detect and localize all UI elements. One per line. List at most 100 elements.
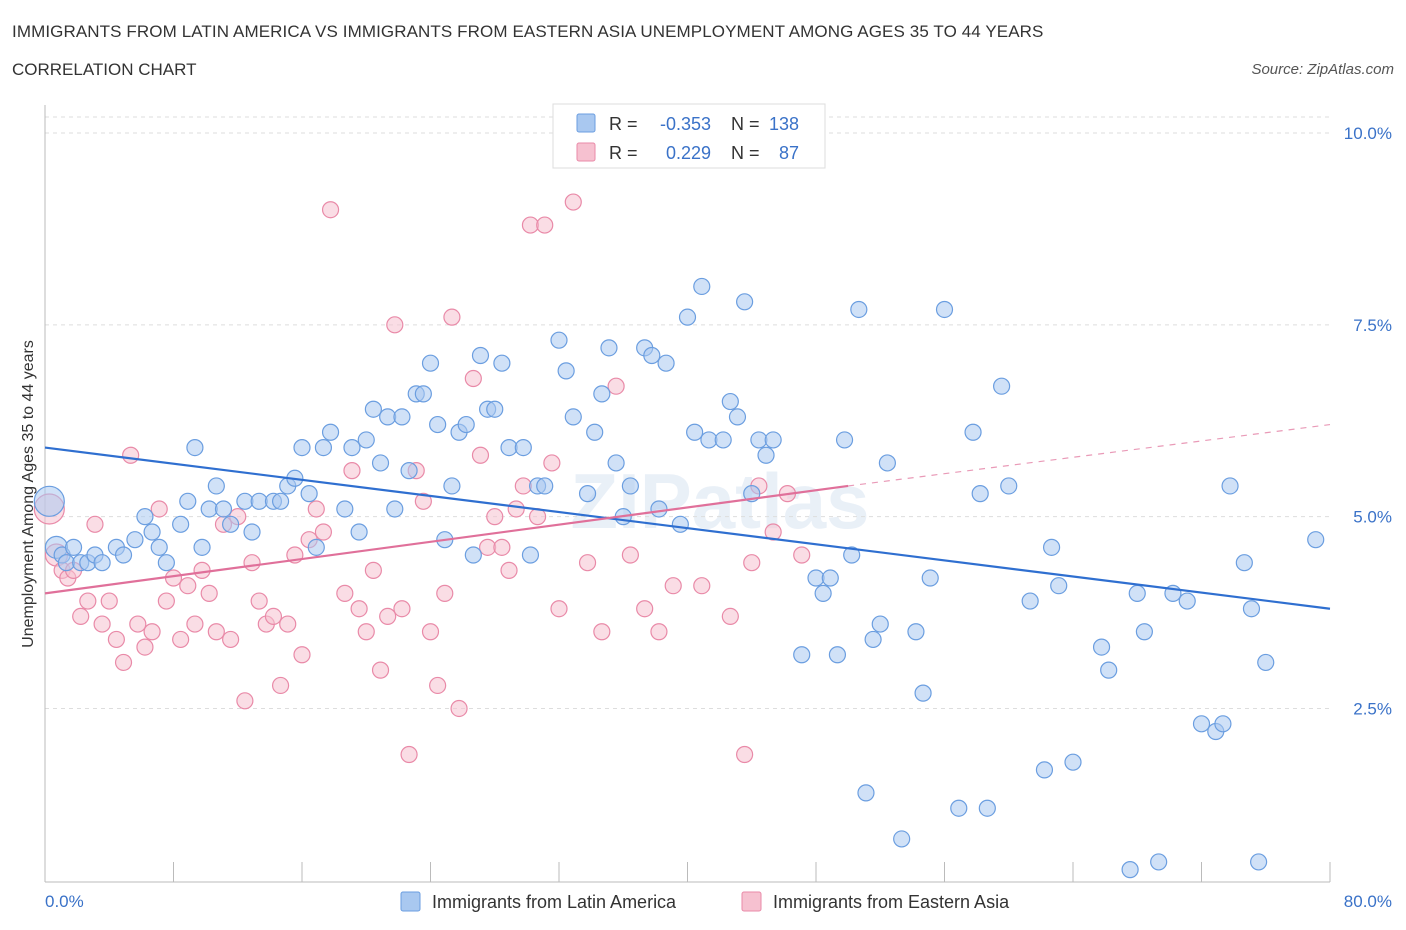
point-latin-america xyxy=(907,623,925,641)
point-latin-america xyxy=(464,546,482,564)
point-latin-america xyxy=(686,423,704,441)
point-eastern-asia xyxy=(450,699,468,718)
point-eastern-asia xyxy=(521,216,540,234)
point-latin-america xyxy=(457,415,475,434)
point-latin-america xyxy=(357,431,375,449)
point-latin-america xyxy=(179,492,197,510)
point-eastern-asia xyxy=(743,554,761,572)
point-eastern-asia xyxy=(114,653,133,672)
point-latin-america xyxy=(157,554,175,572)
point-latin-america xyxy=(1250,853,1268,871)
point-latin-america xyxy=(950,799,968,817)
point-eastern-asia xyxy=(421,623,440,641)
point-latin-america xyxy=(586,423,604,441)
point-latin-america xyxy=(314,438,333,457)
point-eastern-asia xyxy=(264,607,283,625)
point-latin-america xyxy=(293,438,311,457)
y-tick-label: 2.5% xyxy=(1353,699,1392,718)
point-latin-america xyxy=(578,485,597,503)
point-latin-america xyxy=(1307,531,1325,549)
point-latin-america xyxy=(807,569,825,587)
point-latin-america xyxy=(1042,538,1061,556)
point-latin-america xyxy=(126,531,144,549)
point-latin-america xyxy=(678,308,697,326)
point-latin-america xyxy=(993,377,1011,395)
point-latin-america xyxy=(1221,477,1239,495)
stats-legend-box xyxy=(552,103,826,169)
point-latin-america xyxy=(64,538,83,556)
point-latin-america xyxy=(721,392,739,411)
point-eastern-asia xyxy=(550,600,568,618)
point-latin-america xyxy=(536,477,554,495)
point-latin-america xyxy=(193,538,211,556)
point-latin-america xyxy=(33,485,65,517)
point-eastern-asia xyxy=(200,584,218,602)
point-eastern-asia xyxy=(157,592,175,610)
point-eastern-asia xyxy=(279,615,297,633)
point-latin-america xyxy=(486,400,504,418)
trend-line-latin-america xyxy=(44,446,1331,610)
point-latin-america xyxy=(1214,715,1232,733)
point-latin-america xyxy=(564,408,582,426)
point-latin-america xyxy=(200,500,218,518)
point-eastern-asia xyxy=(136,638,154,656)
point-eastern-asia xyxy=(400,745,418,764)
point-latin-america xyxy=(871,615,889,633)
point-latin-america xyxy=(764,431,782,449)
point-eastern-asia xyxy=(150,500,168,518)
point-eastern-asia xyxy=(207,623,225,641)
point-eastern-asia xyxy=(621,546,639,564)
point-eastern-asia xyxy=(186,615,204,633)
point-latin-america xyxy=(650,500,668,518)
point-latin-america xyxy=(1021,592,1039,610)
bottom-legend-label-latin-america: Immigrants from Latin America xyxy=(432,892,677,912)
point-eastern-asia xyxy=(336,584,354,602)
point-eastern-asia xyxy=(500,561,518,579)
point-latin-america xyxy=(114,546,133,564)
point-eastern-asia xyxy=(321,201,340,219)
point-latin-america xyxy=(557,362,575,380)
point-latin-america xyxy=(971,485,989,503)
point-latin-america xyxy=(379,408,397,426)
legend-n-label-2: N = xyxy=(731,143,760,163)
y-tick-label: 10.0% xyxy=(1344,124,1392,143)
point-latin-america xyxy=(843,546,861,564)
point-eastern-asia xyxy=(507,500,525,518)
point-eastern-asia xyxy=(793,546,811,564)
point-eastern-asia xyxy=(79,592,97,610)
point-latin-america xyxy=(693,277,711,296)
point-eastern-asia xyxy=(664,577,682,595)
point-latin-america xyxy=(207,477,225,495)
point-latin-america xyxy=(600,339,618,357)
point-eastern-asia xyxy=(129,615,147,633)
point-eastern-asia xyxy=(536,216,554,234)
point-latin-america xyxy=(1235,554,1253,572)
watermark: ZIPatlas xyxy=(570,457,869,545)
point-eastern-asia xyxy=(364,561,382,579)
point-eastern-asia xyxy=(414,492,432,510)
point-eastern-asia xyxy=(386,316,404,334)
point-eastern-asia xyxy=(222,630,240,649)
point-latin-america xyxy=(700,431,718,449)
bottom-legend-swatch-latin-america xyxy=(400,891,421,912)
point-latin-america xyxy=(671,515,689,533)
point-latin-america xyxy=(521,546,540,564)
point-latin-america xyxy=(150,538,168,556)
point-latin-america xyxy=(757,446,775,464)
point-latin-america xyxy=(443,477,461,495)
point-latin-america xyxy=(386,500,404,518)
point-latin-america xyxy=(350,523,368,541)
point-latin-america xyxy=(371,454,390,472)
legend-r-label-1: R = xyxy=(609,114,638,134)
point-latin-america xyxy=(307,538,325,556)
point-latin-america xyxy=(243,523,261,541)
point-latin-america xyxy=(878,454,896,472)
point-eastern-asia xyxy=(464,369,482,388)
point-latin-america xyxy=(1092,638,1111,656)
x-tick-label-min: 0.0% xyxy=(45,892,84,911)
point-latin-america xyxy=(421,354,440,372)
point-latin-america xyxy=(593,385,611,403)
point-eastern-asia xyxy=(429,676,447,695)
point-latin-america xyxy=(172,515,190,533)
